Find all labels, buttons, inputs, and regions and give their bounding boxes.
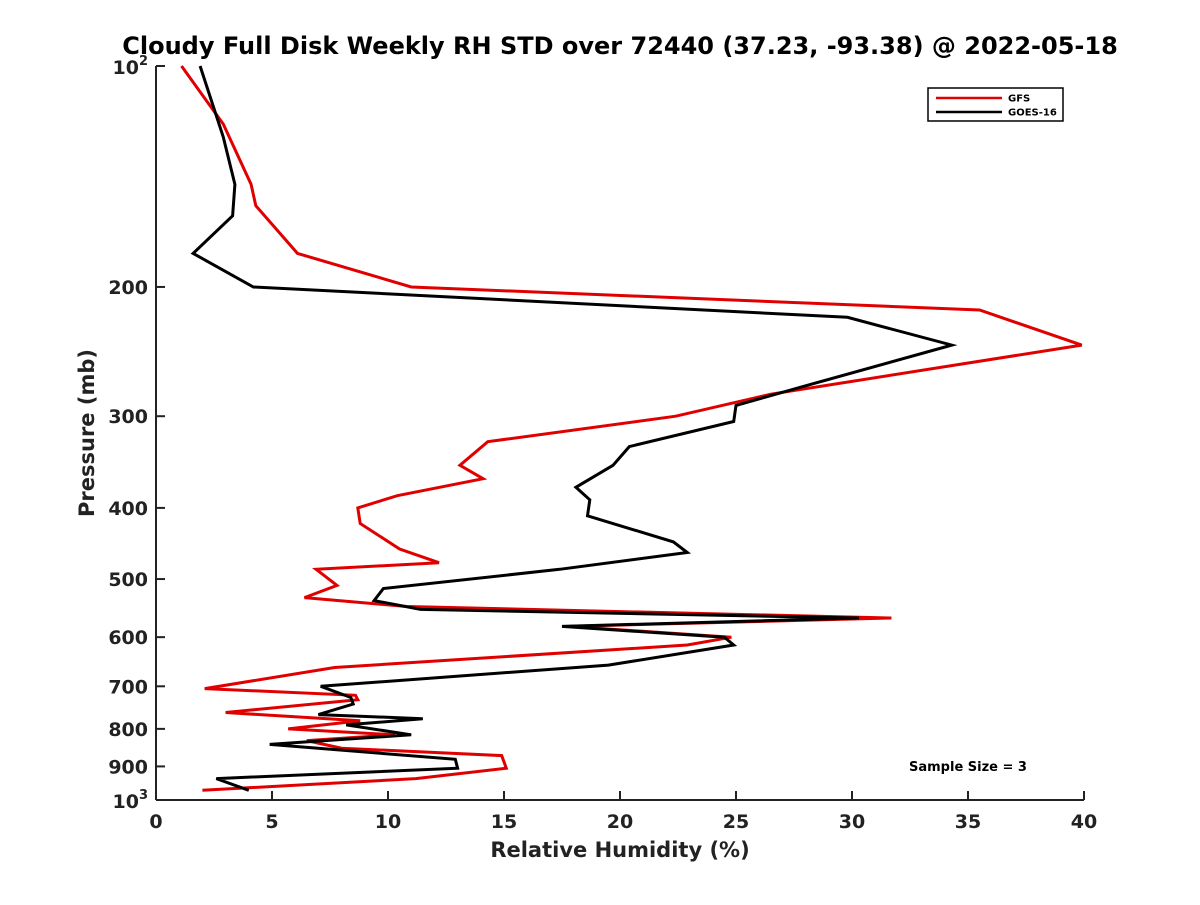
y-tick-label: 400 bbox=[108, 498, 148, 520]
legend-box bbox=[927, 87, 1064, 122]
x-tick-label: 40 bbox=[1071, 811, 1097, 833]
x-tick-label: 30 bbox=[839, 811, 865, 833]
y-tick-label: 900 bbox=[108, 756, 148, 778]
legend-label: GFS bbox=[1008, 94, 1030, 105]
x-tick-label: 15 bbox=[491, 811, 517, 833]
y-tick-label: 102 bbox=[113, 54, 149, 79]
x-tick-label: 5 bbox=[265, 811, 278, 833]
y-tick-label: 700 bbox=[108, 676, 148, 698]
x-tick-label: 25 bbox=[723, 811, 749, 833]
y-tick-label: 600 bbox=[108, 627, 148, 649]
legend: GFS GOES-16 bbox=[927, 87, 1064, 122]
x-tick-label: 0 bbox=[149, 811, 162, 833]
x-tick-label: 20 bbox=[607, 811, 633, 833]
series-line-gfs bbox=[180, 65, 1083, 792]
axes: 0 5 10 15 20 25 30 35 40 102 200 300 400 500 600 700 800… bbox=[108, 54, 1097, 833]
x-axis-label: Relative Humidity (%) bbox=[490, 838, 749, 862]
y-tick-label: 300 bbox=[108, 406, 148, 428]
chart-title: Cloudy Full Disk Weekly RH STD over 7244… bbox=[122, 32, 1118, 60]
x-tick-label: 10 bbox=[375, 811, 401, 833]
y-tick-label: 200 bbox=[108, 277, 148, 299]
legend-label: GOES-16 bbox=[1008, 108, 1057, 119]
y-tick-label: 800 bbox=[108, 719, 148, 741]
y-tick-label: 500 bbox=[108, 569, 148, 591]
y-axis-label: Pressure (mb) bbox=[75, 349, 99, 517]
series-line-goes-16 bbox=[190, 65, 958, 792]
y-tick-label: 103 bbox=[113, 788, 149, 813]
plot-area bbox=[180, 65, 1083, 792]
sample-size-annotation: Sample Size = 3 bbox=[909, 760, 1027, 775]
x-tick-label: 35 bbox=[955, 811, 981, 833]
